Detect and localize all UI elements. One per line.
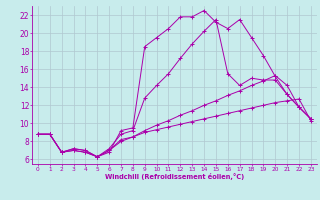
X-axis label: Windchill (Refroidissement éolien,°C): Windchill (Refroidissement éolien,°C)	[105, 173, 244, 180]
